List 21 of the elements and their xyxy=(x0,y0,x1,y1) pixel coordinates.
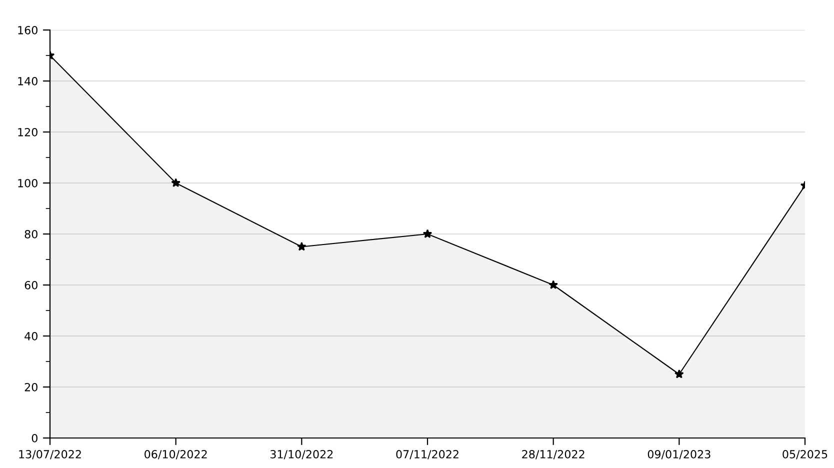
point xyxy=(297,242,306,251)
y-tick-label: 20 xyxy=(24,382,38,392)
y-tick-label: 80 xyxy=(24,230,38,238)
x-tick-label: 06/10/2022 xyxy=(144,450,207,460)
y-tick-label: 100 xyxy=(18,178,38,188)
y-tick-label: 60 xyxy=(24,280,38,290)
x-tick-label: 09/01/2023 xyxy=(648,450,710,460)
point xyxy=(674,369,684,378)
y-tick-label: 120 xyxy=(18,128,38,136)
point xyxy=(548,280,558,290)
y-tick-label: 140 xyxy=(18,76,38,86)
x-tick-label: 31/10/2022 xyxy=(270,450,333,460)
point xyxy=(422,229,432,238)
x-tick-label: 05/2025 xyxy=(782,450,828,460)
point xyxy=(171,178,180,188)
y-tick-label: 40 xyxy=(24,332,38,340)
x-tick-label: 13/07/2022 xyxy=(19,450,81,460)
x-tick-label: 07/11/2022 xyxy=(396,450,458,460)
y-tick-label: 0 xyxy=(32,434,38,442)
x-tick-label: 28/11/2022 xyxy=(522,450,584,460)
y-tick-label: 160 xyxy=(18,26,38,34)
